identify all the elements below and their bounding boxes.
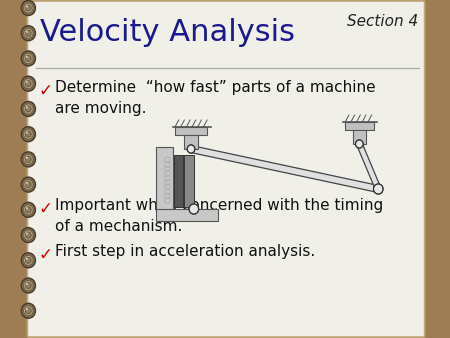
- Bar: [174, 155, 184, 207]
- Circle shape: [26, 81, 28, 83]
- Circle shape: [21, 101, 36, 116]
- Bar: [353, 130, 366, 144]
- Circle shape: [26, 5, 28, 8]
- Circle shape: [21, 127, 36, 142]
- Circle shape: [187, 145, 195, 153]
- Circle shape: [24, 53, 33, 64]
- Circle shape: [21, 253, 36, 268]
- Circle shape: [26, 106, 31, 112]
- Circle shape: [356, 140, 363, 148]
- Circle shape: [24, 306, 33, 316]
- Bar: [345, 122, 374, 130]
- Circle shape: [24, 205, 33, 215]
- FancyBboxPatch shape: [27, 1, 425, 337]
- Bar: [156, 209, 217, 221]
- Circle shape: [21, 278, 36, 293]
- Circle shape: [26, 308, 28, 311]
- Circle shape: [21, 26, 36, 41]
- Circle shape: [26, 283, 28, 285]
- Text: ✓: ✓: [38, 200, 52, 218]
- Circle shape: [21, 0, 36, 16]
- Circle shape: [21, 202, 36, 217]
- Circle shape: [26, 106, 28, 108]
- Bar: [175, 127, 207, 135]
- Polygon shape: [357, 143, 381, 190]
- Circle shape: [26, 81, 31, 87]
- Circle shape: [374, 184, 383, 194]
- Circle shape: [189, 204, 198, 214]
- Text: Determine  “how fast” parts of a machine
are moving.: Determine “how fast” parts of a machine …: [55, 80, 375, 116]
- Circle shape: [24, 129, 33, 139]
- Circle shape: [187, 145, 195, 153]
- Circle shape: [26, 207, 28, 210]
- Circle shape: [26, 157, 28, 159]
- Circle shape: [189, 204, 198, 214]
- Circle shape: [24, 255, 33, 265]
- Circle shape: [26, 283, 31, 289]
- Circle shape: [24, 3, 33, 13]
- Circle shape: [26, 156, 31, 162]
- Text: Important when concerned with the timing
of a mechanism.: Important when concerned with the timing…: [55, 198, 383, 234]
- Circle shape: [21, 303, 36, 318]
- Circle shape: [26, 233, 28, 235]
- Polygon shape: [190, 146, 379, 192]
- Circle shape: [26, 257, 31, 263]
- Bar: [184, 135, 198, 149]
- Circle shape: [26, 56, 28, 58]
- Circle shape: [26, 131, 28, 134]
- Circle shape: [24, 79, 33, 89]
- Circle shape: [24, 28, 33, 38]
- Circle shape: [21, 227, 36, 243]
- Circle shape: [356, 140, 363, 148]
- Circle shape: [374, 184, 383, 194]
- Text: ✓: ✓: [38, 246, 52, 264]
- Circle shape: [26, 30, 31, 36]
- Circle shape: [26, 258, 28, 260]
- Circle shape: [26, 232, 31, 238]
- Text: Velocity Analysis: Velocity Analysis: [40, 18, 295, 47]
- Text: First step in acceleration analysis.: First step in acceleration analysis.: [55, 244, 315, 259]
- Circle shape: [26, 308, 31, 314]
- Circle shape: [21, 177, 36, 192]
- Text: Section 4: Section 4: [347, 14, 418, 29]
- Circle shape: [24, 104, 33, 114]
- Circle shape: [24, 179, 33, 190]
- Circle shape: [26, 182, 31, 188]
- Text: ✓: ✓: [38, 82, 52, 100]
- Circle shape: [21, 152, 36, 167]
- Circle shape: [21, 76, 36, 91]
- Bar: [184, 155, 194, 207]
- Circle shape: [26, 182, 28, 184]
- Circle shape: [24, 281, 33, 291]
- Circle shape: [24, 230, 33, 240]
- Circle shape: [26, 55, 31, 62]
- Circle shape: [24, 154, 33, 164]
- Circle shape: [26, 131, 31, 137]
- Circle shape: [21, 51, 36, 66]
- Bar: [156, 147, 173, 212]
- Circle shape: [26, 5, 31, 11]
- Circle shape: [26, 30, 28, 33]
- Circle shape: [26, 207, 31, 213]
